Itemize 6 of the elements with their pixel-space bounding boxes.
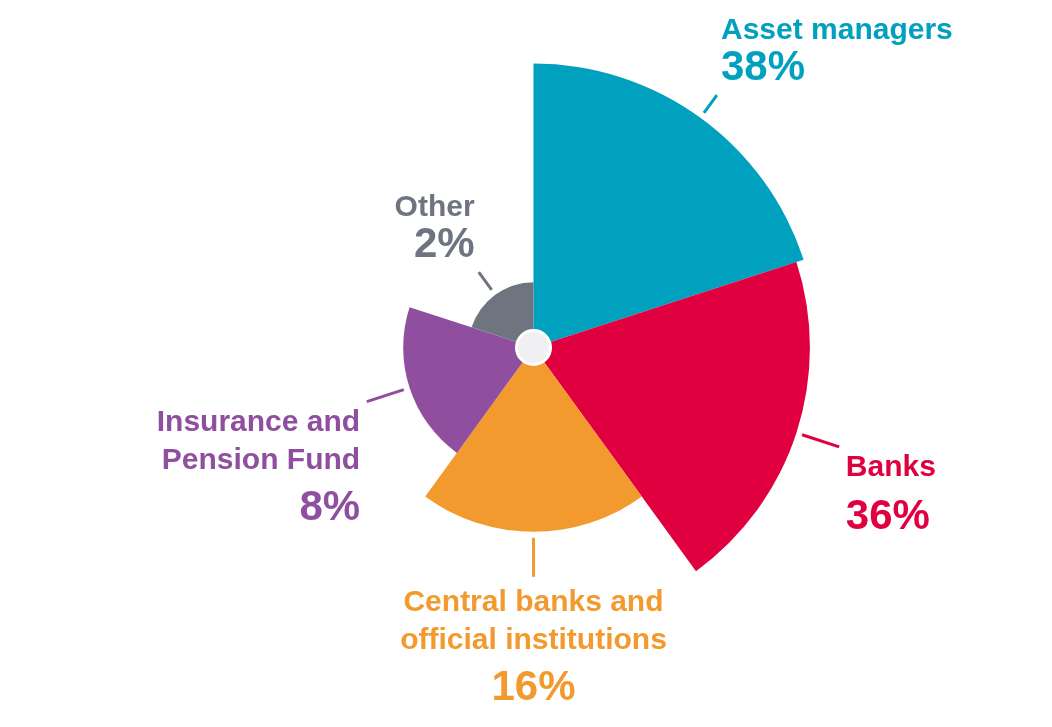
- category-label: Central banks and official institutions: [400, 583, 667, 655]
- data-label: 8%: [299, 481, 361, 529]
- category-label: Insurance and Pension Fund: [156, 403, 361, 475]
- data-label: 36%: [845, 490, 930, 538]
- data-label: 16%: [491, 661, 576, 709]
- category-label: Banks: [845, 448, 936, 482]
